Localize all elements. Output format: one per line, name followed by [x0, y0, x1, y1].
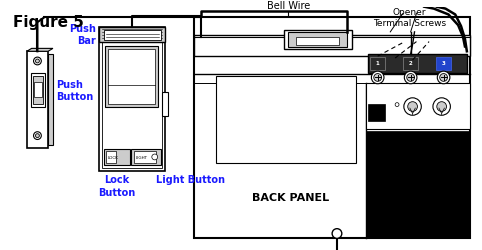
Bar — [436, 58, 451, 70]
Bar — [366, 131, 470, 238]
Circle shape — [371, 72, 384, 85]
Circle shape — [34, 132, 41, 140]
Bar — [403, 58, 418, 70]
Text: 1: 1 — [376, 61, 379, 66]
Text: 3: 3 — [442, 61, 445, 66]
Circle shape — [374, 74, 382, 82]
Bar — [104, 150, 130, 165]
Bar — [194, 36, 470, 57]
Bar — [368, 104, 386, 122]
Circle shape — [440, 74, 447, 82]
Circle shape — [152, 154, 158, 160]
Circle shape — [437, 72, 450, 85]
Bar — [108, 50, 155, 104]
Polygon shape — [27, 49, 53, 52]
Text: Figure 5: Figure 5 — [13, 16, 84, 30]
Circle shape — [437, 102, 446, 112]
Bar — [31, 73, 45, 107]
Bar — [105, 47, 158, 107]
Text: Light Button: Light Button — [156, 175, 225, 185]
Text: Bell Wire: Bell Wire — [267, 0, 310, 10]
Circle shape — [404, 72, 417, 85]
Text: Lock
Button: Lock Button — [98, 175, 135, 197]
Text: BACK PANEL: BACK PANEL — [252, 192, 329, 202]
Bar — [368, 55, 467, 73]
Bar — [33, 76, 43, 104]
Text: LIGHT: LIGHT — [136, 155, 148, 159]
Circle shape — [332, 229, 342, 238]
Bar — [48, 55, 53, 146]
Bar — [132, 150, 161, 165]
Bar — [104, 31, 161, 40]
Bar — [102, 30, 162, 168]
Text: LOCK: LOCK — [107, 155, 119, 159]
Bar — [162, 92, 168, 117]
Circle shape — [407, 74, 415, 82]
Bar — [216, 76, 356, 163]
Bar — [34, 83, 42, 98]
Circle shape — [404, 98, 421, 116]
Bar — [27, 52, 48, 148]
Bar — [99, 28, 165, 42]
Bar — [366, 84, 470, 129]
Bar — [370, 58, 386, 70]
Bar — [194, 18, 470, 238]
Bar — [99, 28, 165, 171]
Text: Push
Button: Push Button — [56, 80, 93, 102]
Text: Opener
Terminal Screws: Opener Terminal Screws — [373, 8, 446, 28]
Bar — [106, 152, 116, 163]
Bar — [289, 33, 347, 48]
Text: 2: 2 — [409, 61, 413, 66]
Text: Push
Bar: Push Bar — [69, 24, 95, 46]
Bar — [296, 38, 339, 46]
Circle shape — [34, 58, 41, 66]
Circle shape — [36, 60, 40, 64]
Bar — [134, 152, 156, 163]
Circle shape — [36, 134, 40, 138]
Circle shape — [395, 103, 399, 107]
Bar — [283, 31, 351, 50]
Circle shape — [433, 98, 450, 116]
Circle shape — [408, 102, 417, 112]
